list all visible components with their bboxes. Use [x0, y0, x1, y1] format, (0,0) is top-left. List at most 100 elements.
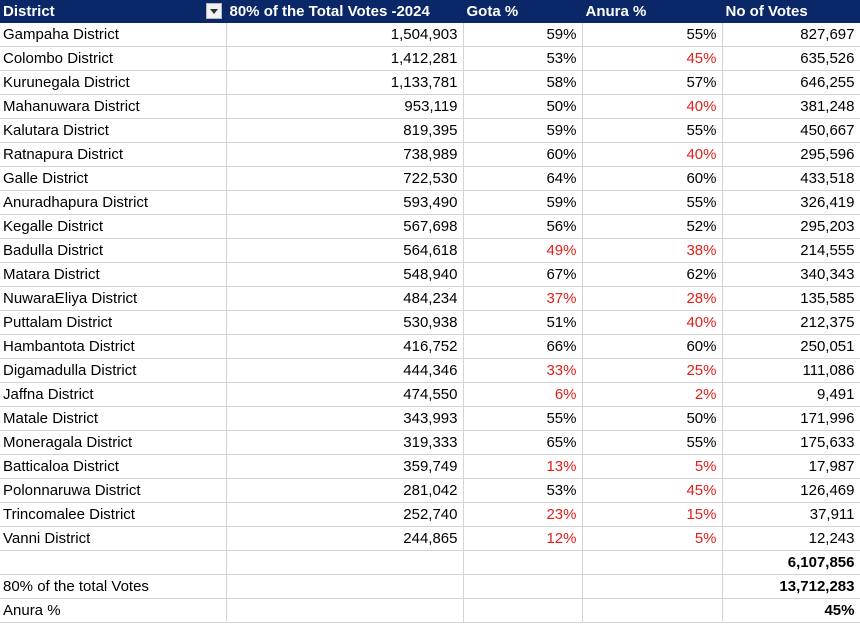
no-of-votes-cell[interactable]: 433,518 — [722, 166, 860, 191]
gota-pct-cell[interactable]: 66% — [463, 334, 583, 359]
votes80-cell[interactable]: 1,133,781 — [226, 70, 464, 95]
votes80-cell[interactable]: 567,698 — [226, 214, 464, 239]
district-cell[interactable]: Kegalle District — [0, 214, 227, 239]
summary-anura-label[interactable]: Anura % — [0, 598, 227, 623]
cell-empty[interactable] — [226, 550, 464, 575]
gota-pct-cell[interactable]: 51% — [463, 310, 583, 335]
anura-pct-cell[interactable]: 55% — [582, 190, 723, 215]
votes80-cell[interactable]: 416,752 — [226, 334, 464, 359]
cell-empty[interactable] — [0, 550, 227, 575]
gota-pct-cell[interactable]: 53% — [463, 478, 583, 503]
votes80-cell[interactable]: 1,412,281 — [226, 46, 464, 71]
district-cell[interactable]: Moneragala District — [0, 430, 227, 455]
no-of-votes-cell[interactable]: 646,255 — [722, 70, 860, 95]
votes80-cell[interactable]: 319,333 — [226, 430, 464, 455]
gota-pct-cell[interactable]: 13% — [463, 454, 583, 479]
anura-pct-cell[interactable]: 62% — [582, 262, 723, 287]
anura-pct-cell[interactable]: 52% — [582, 214, 723, 239]
district-cell[interactable]: Kurunegala District — [0, 70, 227, 95]
no-of-votes-cell[interactable]: 175,633 — [722, 430, 860, 455]
header-anura[interactable]: Anura % — [582, 0, 723, 23]
no-of-votes-cell[interactable]: 171,996 — [722, 406, 860, 431]
cell-empty[interactable] — [226, 598, 464, 623]
anura-pct-cell[interactable]: 45% — [582, 46, 723, 71]
anura-pct-cell[interactable]: 57% — [582, 70, 723, 95]
district-cell[interactable]: Badulla District — [0, 238, 227, 263]
votes80-cell[interactable]: 252,740 — [226, 502, 464, 527]
district-cell[interactable]: Trincomalee District — [0, 502, 227, 527]
gota-pct-cell[interactable]: 59% — [463, 23, 583, 47]
votes80-cell[interactable]: 722,530 — [226, 166, 464, 191]
anura-pct-cell[interactable]: 40% — [582, 94, 723, 119]
no-of-votes-cell[interactable]: 250,051 — [722, 334, 860, 359]
summary-80pct-label[interactable]: 80% of the total Votes — [0, 574, 227, 599]
district-cell[interactable]: Hambantota District — [0, 334, 227, 359]
anura-pct-cell[interactable]: 60% — [582, 166, 723, 191]
district-cell[interactable]: NuwaraEliya District — [0, 286, 227, 311]
gota-pct-cell[interactable]: 60% — [463, 142, 583, 167]
district-cell[interactable]: Vanni District — [0, 526, 227, 551]
gota-pct-cell[interactable]: 53% — [463, 46, 583, 71]
no-of-votes-cell[interactable]: 135,585 — [722, 286, 860, 311]
votes80-cell[interactable]: 343,993 — [226, 406, 464, 431]
votes80-cell[interactable]: 530,938 — [226, 310, 464, 335]
district-cell[interactable]: Puttalam District — [0, 310, 227, 335]
total-votes-cell[interactable]: 6,107,856 — [722, 550, 860, 575]
anura-pct-cell[interactable]: 15% — [582, 502, 723, 527]
anura-pct-cell[interactable]: 55% — [582, 430, 723, 455]
votes80-cell[interactable]: 484,234 — [226, 286, 464, 311]
filter-dropdown-icon[interactable] — [205, 3, 222, 19]
cell-empty[interactable] — [582, 598, 723, 623]
district-cell[interactable]: Anuradhapura District — [0, 190, 227, 215]
gota-pct-cell[interactable]: 6% — [463, 382, 583, 407]
anura-pct-cell[interactable]: 55% — [582, 23, 723, 47]
cell-empty[interactable] — [226, 574, 464, 599]
gota-pct-cell[interactable]: 12% — [463, 526, 583, 551]
no-of-votes-cell[interactable]: 12,243 — [722, 526, 860, 551]
gota-pct-cell[interactable]: 37% — [463, 286, 583, 311]
district-cell[interactable]: Mahanuwara District — [0, 94, 227, 119]
votes80-cell[interactable]: 548,940 — [226, 262, 464, 287]
anura-pct-cell[interactable]: 60% — [582, 334, 723, 359]
cell-empty[interactable] — [463, 598, 583, 623]
cell-empty[interactable] — [582, 550, 723, 575]
gota-pct-cell[interactable]: 23% — [463, 502, 583, 527]
anura-pct-cell[interactable]: 25% — [582, 358, 723, 383]
district-cell[interactable]: Matale District — [0, 406, 227, 431]
district-cell[interactable]: Colombo District — [0, 46, 227, 71]
gota-pct-cell[interactable]: 58% — [463, 70, 583, 95]
district-cell[interactable]: Kalutara District — [0, 118, 227, 143]
no-of-votes-cell[interactable]: 37,911 — [722, 502, 860, 527]
no-of-votes-cell[interactable]: 295,596 — [722, 142, 860, 167]
no-of-votes-cell[interactable]: 381,248 — [722, 94, 860, 119]
district-cell[interactable]: Batticaloa District — [0, 454, 227, 479]
district-cell[interactable]: Galle District — [0, 166, 227, 191]
gota-pct-cell[interactable]: 64% — [463, 166, 583, 191]
no-of-votes-cell[interactable]: 126,469 — [722, 478, 860, 503]
votes80-cell[interactable]: 359,749 — [226, 454, 464, 479]
cell-empty[interactable] — [582, 574, 723, 599]
gota-pct-cell[interactable]: 56% — [463, 214, 583, 239]
district-cell[interactable]: Matara District — [0, 262, 227, 287]
gota-pct-cell[interactable]: 59% — [463, 190, 583, 215]
no-of-votes-cell[interactable]: 212,375 — [722, 310, 860, 335]
anura-pct-cell[interactable]: 2% — [582, 382, 723, 407]
no-of-votes-cell[interactable]: 326,419 — [722, 190, 860, 215]
header-district[interactable]: District — [0, 0, 227, 23]
anura-pct-cell[interactable]: 5% — [582, 526, 723, 551]
anura-pct-cell[interactable]: 45% — [582, 478, 723, 503]
gota-pct-cell[interactable]: 55% — [463, 406, 583, 431]
gota-pct-cell[interactable]: 49% — [463, 238, 583, 263]
anura-pct-cell[interactable]: 28% — [582, 286, 723, 311]
anura-pct-cell[interactable]: 38% — [582, 238, 723, 263]
anura-pct-cell[interactable]: 55% — [582, 118, 723, 143]
anura-pct-cell[interactable]: 40% — [582, 142, 723, 167]
district-cell[interactable]: Ratnapura District — [0, 142, 227, 167]
summary-80pct-value[interactable]: 13,712,283 — [722, 574, 860, 599]
votes80-cell[interactable]: 444,346 — [226, 358, 464, 383]
anura-pct-cell[interactable]: 5% — [582, 454, 723, 479]
votes80-cell[interactable]: 819,395 — [226, 118, 464, 143]
votes80-cell[interactable]: 281,042 — [226, 478, 464, 503]
district-cell[interactable]: Polonnaruwa District — [0, 478, 227, 503]
header-votes80[interactable]: 80% of the Total Votes -2024 — [226, 0, 464, 23]
